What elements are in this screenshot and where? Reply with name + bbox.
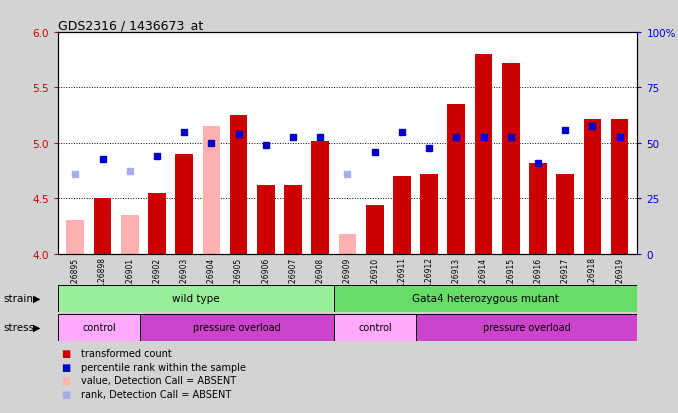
Bar [393, 177, 411, 254]
Bar [230, 116, 247, 254]
Text: pressure overload: pressure overload [193, 322, 281, 332]
Bar [366, 205, 384, 254]
Bar [334, 285, 637, 312]
Bar [416, 314, 637, 341]
Text: strain: strain [3, 293, 33, 303]
Text: ▶: ▶ [33, 293, 40, 303]
Bar [475, 55, 492, 254]
Text: ■: ■ [61, 348, 71, 358]
Bar [58, 314, 140, 341]
Text: ■: ■ [61, 389, 71, 399]
Text: percentile rank within the sample: percentile rank within the sample [81, 362, 246, 372]
Bar [584, 119, 601, 254]
Bar [338, 234, 357, 254]
Bar [203, 127, 220, 254]
Bar [66, 221, 84, 254]
Bar [121, 215, 138, 254]
Bar [557, 174, 574, 254]
Bar [334, 314, 416, 341]
Bar [140, 314, 334, 341]
Bar [420, 174, 438, 254]
Text: pressure overload: pressure overload [483, 322, 571, 332]
Text: control: control [82, 322, 116, 332]
Bar [284, 185, 302, 254]
Bar [148, 193, 166, 254]
Text: control: control [358, 322, 392, 332]
Bar [257, 185, 275, 254]
Text: ▶: ▶ [33, 322, 40, 332]
Text: wild type: wild type [172, 293, 220, 304]
Text: GDS2316 / 1436673_at: GDS2316 / 1436673_at [58, 19, 203, 31]
Bar [94, 199, 111, 254]
Bar [611, 119, 629, 254]
Text: stress: stress [3, 322, 35, 332]
Bar [176, 154, 193, 254]
Text: ■: ■ [61, 375, 71, 385]
Text: transformed count: transformed count [81, 348, 172, 358]
Bar [529, 164, 547, 254]
Bar [447, 105, 465, 254]
Text: ■: ■ [61, 362, 71, 372]
Bar [502, 64, 519, 254]
Bar [58, 285, 334, 312]
Bar [311, 141, 329, 254]
Text: Gata4 heterozygous mutant: Gata4 heterozygous mutant [412, 293, 559, 304]
Text: value, Detection Call = ABSENT: value, Detection Call = ABSENT [81, 375, 237, 385]
Text: rank, Detection Call = ABSENT: rank, Detection Call = ABSENT [81, 389, 232, 399]
